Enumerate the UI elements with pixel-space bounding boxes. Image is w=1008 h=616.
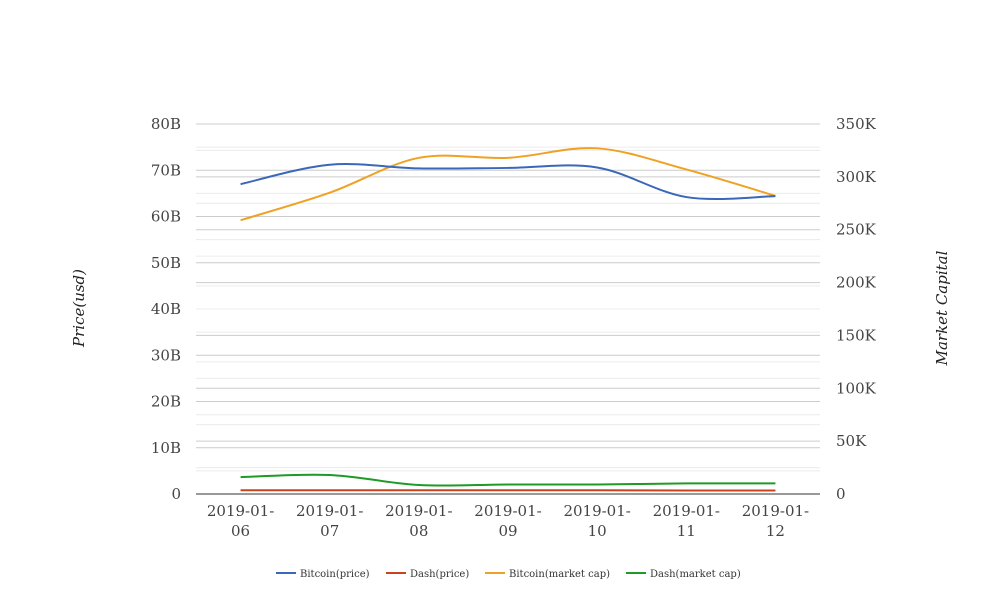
- right-axis: 0 50K 100K 150K 200K 250K 300K 350K: [836, 115, 877, 503]
- right-tick-label: 50K: [836, 432, 867, 450]
- x-tick-label: 2019-01-09: [474, 502, 541, 540]
- left-tick-label: 0: [171, 485, 181, 503]
- x-tick-label: 2019-01-12: [742, 502, 809, 540]
- x-tick-label: 2019-01-07: [296, 502, 363, 540]
- legend-label: Dash(market cap): [650, 569, 741, 580]
- series-line-bitcoin-price: [240, 163, 776, 201]
- legend-label: Dash(price): [410, 569, 469, 580]
- x-axis: 2019-01-06 2019-01-07 2019-01-08 2019-01-09…: [196, 493, 820, 540]
- x-tick-label: 2019-01-08: [385, 502, 452, 540]
- right-tick-label: 350K: [836, 115, 877, 133]
- left-tick-label: 40B: [151, 300, 181, 318]
- x-tick-label: 2019-01-10: [563, 502, 630, 540]
- left-axis-title: Price(usd): [70, 269, 88, 348]
- right-tick-label: 0: [836, 485, 846, 503]
- left-tick-label: 60B: [151, 208, 181, 226]
- right-tick-label: 100K: [836, 379, 877, 397]
- legend-label: Bitcoin(price): [300, 569, 370, 580]
- grid: [196, 123, 820, 472]
- right-tick-label: 250K: [836, 221, 877, 239]
- left-tick-label: 50B: [151, 254, 181, 272]
- right-tick-label: 200K: [836, 274, 877, 292]
- left-tick-label: 20B: [151, 393, 181, 411]
- left-tick-label: 10B: [151, 439, 181, 457]
- legend: Bitcoin(price) Dash(price) Bitcoin(market …: [276, 569, 741, 580]
- left-tick-label: 80B: [151, 115, 181, 133]
- right-tick-label: 300K: [836, 168, 877, 186]
- left-tick-label: 30B: [151, 346, 181, 364]
- right-tick-label: 150K: [836, 326, 877, 344]
- legend-label: Bitcoin(market cap): [509, 569, 610, 580]
- x-tick-label: 2019-01-11: [653, 502, 720, 540]
- series-line-dash-market-cap: [240, 473, 776, 487]
- right-axis-title: Market Capital: [933, 250, 951, 366]
- left-tick-label: 70B: [151, 161, 181, 179]
- x-tick-label: 2019-01-06: [207, 502, 274, 540]
- left-axis: 0 10B 20B 30B 40B 50B 60B 70B 80B: [151, 115, 181, 503]
- series-line-bitcoin-market-cap: [240, 147, 776, 222]
- series-lines: [240, 147, 776, 492]
